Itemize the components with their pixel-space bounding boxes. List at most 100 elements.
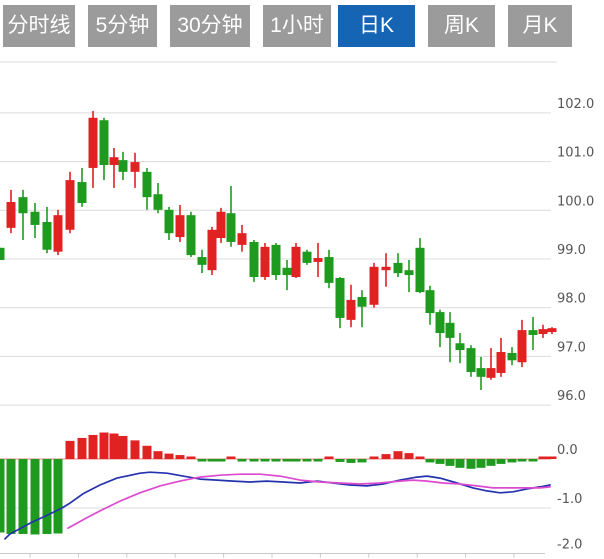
- candle-body: [528, 330, 538, 335]
- tab-5分钟[interactable]: 5分钟: [88, 5, 157, 47]
- macd-histogram-bar: [271, 459, 281, 462]
- candle-body: [237, 233, 247, 245]
- period-toolbar: 分时线 5分钟 30分钟 1小时 日K 周K 月K: [0, 0, 604, 61]
- macd-axis-label: -1.0: [557, 492, 582, 507]
- candle-body: [393, 262, 403, 274]
- candle-body: [18, 197, 28, 214]
- price-axis-label: 102.0: [557, 97, 594, 112]
- candle-body: [53, 215, 63, 252]
- tab-1小时[interactable]: 1小时: [263, 5, 331, 47]
- candle-body: [6, 202, 16, 228]
- macd-histogram-bar: [65, 440, 75, 459]
- candle-body: [197, 257, 207, 265]
- price-axis-label: 99.0: [557, 243, 586, 258]
- macd-histogram-bar: [282, 459, 292, 462]
- dea-line: [67, 473, 551, 529]
- candle-body: [282, 267, 292, 276]
- macd-histogram-bar: [466, 459, 476, 469]
- macd-histogram-bar: [435, 459, 445, 464]
- tab-30分钟[interactable]: 30分钟: [170, 5, 250, 47]
- macd-histogram-bar: [455, 459, 465, 468]
- candle-body: [77, 182, 87, 203]
- candle-body: [302, 251, 312, 263]
- macd-histogram-bar: [445, 459, 455, 466]
- candle-body: [186, 215, 196, 256]
- candle-body: [455, 343, 465, 351]
- candle-body: [369, 266, 379, 305]
- candle-body: [517, 330, 527, 363]
- macd-histogram-bar: [381, 454, 391, 459]
- macd-histogram-bar: [476, 459, 486, 468]
- macd-histogram-bar: [142, 445, 152, 459]
- candle-body: [88, 117, 98, 168]
- candle-body: [313, 258, 323, 262]
- macd-histogram-bar: [393, 451, 403, 459]
- macd-axis-label: 0.0: [557, 443, 578, 458]
- macd-histogram-bar: [260, 459, 270, 462]
- candle-body: [404, 270, 414, 276]
- candle-body: [30, 211, 40, 225]
- candle-body: [547, 328, 557, 333]
- candle-body: [466, 348, 476, 372]
- price-axis-label: 98.0: [557, 292, 586, 307]
- price-axis-label: 100.0: [557, 194, 594, 209]
- macd-histogram-bar: [99, 432, 109, 459]
- macd-histogram-bar: [486, 459, 496, 466]
- macd-histogram-bar: [313, 459, 323, 462]
- candle-body: [496, 352, 506, 373]
- macd-histogram-bar: [186, 456, 196, 459]
- macd-histogram-bar: [507, 459, 517, 463]
- candle-body: [346, 299, 356, 320]
- candle-body: [65, 180, 75, 230]
- macd-histogram-bar: [130, 440, 140, 459]
- macd-histogram-bar: [496, 459, 506, 464]
- macd-histogram-bar: [528, 459, 538, 462]
- candle-body: [175, 215, 185, 238]
- candle-body: [357, 296, 367, 307]
- macd-histogram-bar: [53, 459, 63, 534]
- macd-histogram-bar: [302, 459, 312, 462]
- macd-histogram-bar: [164, 453, 174, 459]
- price-axis-label: 97.0: [557, 340, 586, 355]
- price-axis-label: 96.0: [557, 389, 586, 404]
- macd-histogram-bar: [425, 459, 435, 463]
- macd-histogram-bar: [415, 456, 425, 459]
- candle-body: [335, 277, 345, 318]
- macd-histogram-bar: [88, 434, 98, 459]
- candle-body: [42, 221, 52, 250]
- macd-axis-label: -2.0: [557, 538, 582, 553]
- candle-body: [260, 246, 270, 278]
- macd-histogram-bar: [197, 459, 207, 462]
- candle-body: [118, 160, 128, 172]
- candle-body: [0, 247, 5, 260]
- candle-body: [153, 194, 163, 210]
- candle-body: [381, 266, 391, 271]
- macd-histogram-bar: [404, 453, 414, 459]
- macd-histogram-bar: [207, 459, 217, 462]
- macd-histogram-bar: [42, 459, 52, 534]
- macd-histogram-bar: [77, 437, 87, 459]
- candle-body: [249, 241, 259, 278]
- macd-histogram-bar: [0, 459, 5, 533]
- candle-body: [486, 368, 496, 378]
- tab-分时线[interactable]: 分时线: [3, 5, 75, 47]
- dif-line: [4, 471, 551, 540]
- macd-histogram-bar: [324, 456, 334, 459]
- candle-body: [164, 209, 174, 234]
- candle-body: [425, 290, 435, 314]
- tab-月K[interactable]: 月K: [508, 5, 572, 47]
- candle-body: [324, 257, 334, 283]
- macd-histogram-bar: [538, 456, 548, 459]
- macd-histogram-bar: [109, 433, 119, 459]
- candle-body: [291, 246, 301, 278]
- macd-histogram-bar: [216, 459, 226, 462]
- candle-body: [538, 329, 548, 334]
- candle-body: [435, 312, 445, 334]
- tab-周K[interactable]: 周K: [428, 5, 495, 47]
- candle-body: [99, 120, 109, 166]
- macd-histogram-bar: [18, 459, 28, 534]
- tab-日K[interactable]: 日K: [338, 5, 415, 47]
- macd-histogram-bar: [249, 459, 259, 462]
- macd-histogram-bar: [547, 456, 557, 459]
